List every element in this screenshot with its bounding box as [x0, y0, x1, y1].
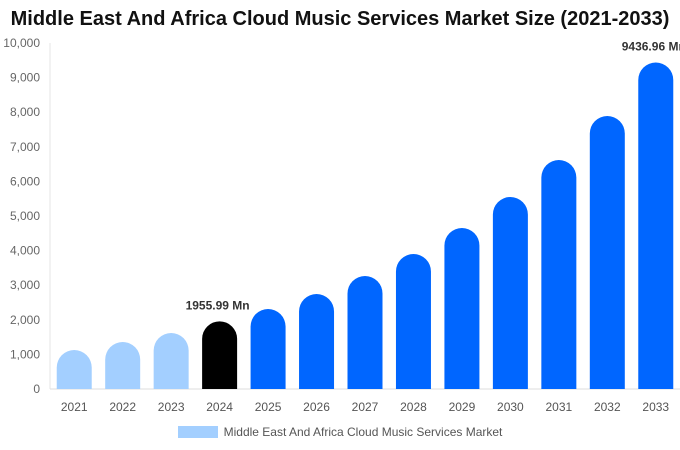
x-tick-label: 2029: [449, 400, 476, 414]
x-tick-label: 2025: [255, 400, 282, 414]
x-tick-label: 2028: [400, 400, 427, 414]
chart-title: Middle East And Africa Cloud Music Servi…: [10, 8, 670, 30]
y-tick-label: 1,000: [10, 347, 40, 361]
y-tick-label: 10,000: [3, 36, 40, 50]
bar-2033: [638, 62, 674, 389]
x-tick-label: 2022: [109, 400, 136, 414]
y-tick-label: 2,000: [10, 313, 40, 327]
x-tick-label: 2023: [158, 400, 185, 414]
y-tick-label: 8,000: [10, 105, 40, 119]
y-tick-label: 6,000: [10, 174, 40, 188]
legend-label: Middle East And Africa Cloud Music Servi…: [223, 425, 503, 439]
data-label: 9436.96 Mn: [622, 39, 680, 53]
bar-2030: [492, 197, 528, 389]
y-tick-label: 7,000: [10, 140, 40, 154]
bar-2027: [347, 275, 383, 389]
bar-2023: [153, 333, 189, 389]
bar-2022: [105, 342, 141, 389]
y-tick-label: 0: [33, 382, 40, 396]
x-tick-label: 2024: [206, 400, 233, 414]
data-label: 1955.99 Mn: [186, 298, 250, 312]
bar-2026: [299, 293, 335, 389]
x-tick-label: 2030: [497, 400, 524, 414]
x-tick-label: 2031: [545, 400, 572, 414]
bar-2024: [202, 321, 238, 389]
x-tick-label: 2026: [303, 400, 330, 414]
y-tick-label: 3,000: [10, 278, 40, 292]
y-tick-label: 9,000: [10, 71, 40, 85]
legend: Middle East And Africa Cloud Music Servi…: [0, 425, 680, 439]
legend-swatch: [177, 426, 218, 438]
y-tick-label: 5,000: [10, 209, 40, 223]
bar-2028: [395, 253, 431, 389]
x-tick-label: 2033: [642, 400, 669, 414]
bar-2021: [56, 350, 92, 389]
x-tick-label: 2032: [594, 400, 621, 414]
bar-2029: [444, 228, 480, 389]
y-tick-label: 4,000: [10, 244, 40, 258]
x-tick-label: 2021: [61, 400, 88, 414]
bar-2032: [589, 116, 625, 389]
bar-2025: [250, 309, 286, 389]
x-tick-label: 2027: [352, 400, 379, 414]
bar-2031: [541, 160, 577, 389]
